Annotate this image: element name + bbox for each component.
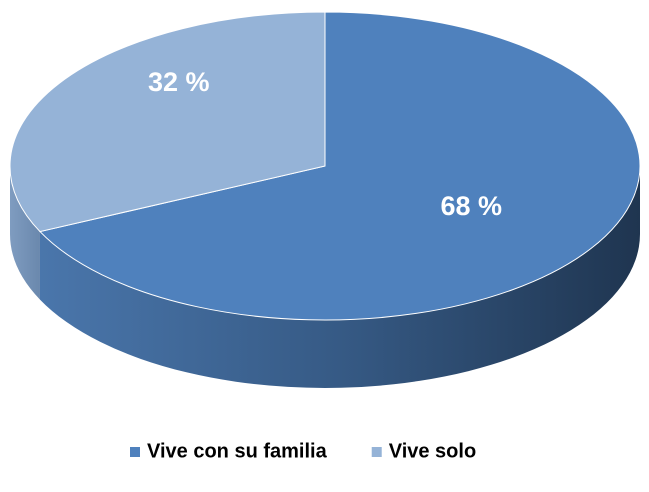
legend-label: Vive solo xyxy=(389,440,476,462)
slice-side xyxy=(10,166,40,300)
legend-swatch xyxy=(130,447,140,457)
slice xyxy=(39,11,641,321)
pie: 68 % 32 % xyxy=(9,11,641,388)
value-label: 68 % xyxy=(441,191,503,221)
slice xyxy=(9,11,326,233)
legend-label: Vive con su familia xyxy=(147,440,328,462)
slice-side xyxy=(39,166,640,388)
value-label: 32 % xyxy=(148,67,210,97)
legend-swatch xyxy=(371,447,382,457)
legend: Vive con su familia Vive solo xyxy=(130,440,476,462)
